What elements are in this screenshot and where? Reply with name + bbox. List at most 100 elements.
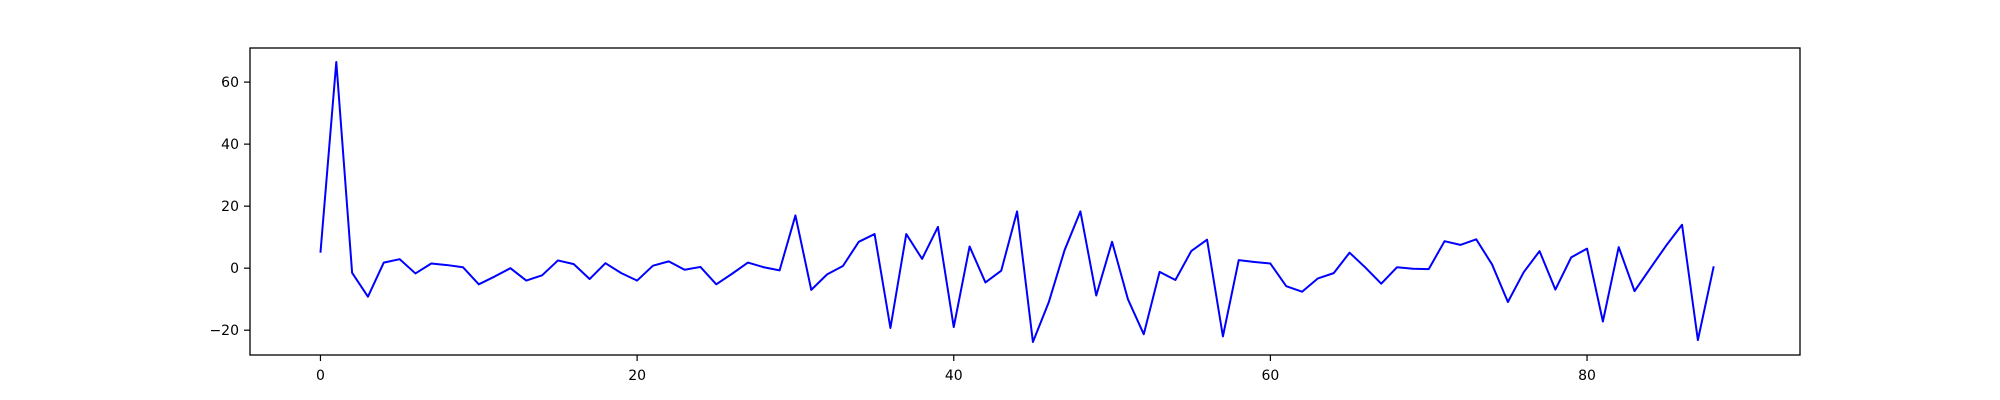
data-point [1064,249,1066,251]
data-point [494,276,496,278]
data-point [1681,224,1683,226]
data-point [636,280,638,282]
data-point [1602,321,1604,323]
data-point [1570,256,1572,258]
data-point [1634,290,1636,292]
x-tick-label: 60 [1261,368,1279,384]
y-tick-label: −20 [209,323,239,339]
x-tick-label: 20 [628,368,646,384]
y-axis-ticks: −20 0 20 40 60 [209,75,250,339]
data-point [969,245,971,247]
data-point [1428,268,1430,270]
data-point [1238,259,1240,261]
data-point [889,327,891,329]
data-point [1364,267,1366,269]
data-point [1174,279,1176,281]
data-point [668,260,670,262]
data-point [1000,270,1002,272]
data-point [1333,272,1335,274]
data-point [383,262,385,264]
data-point [1254,261,1256,263]
data-point [557,259,559,261]
data-point [367,296,369,298]
x-tick-label: 40 [945,368,963,384]
y-tick-label: 20 [221,199,239,215]
data-point [1697,339,1699,341]
data-point [1127,298,1129,300]
data-point [921,258,923,260]
data-point [525,280,527,282]
data-point [1507,301,1509,303]
data-point [1586,248,1588,250]
data-point [1380,283,1382,285]
data-point [1539,250,1541,252]
data-point [573,263,575,265]
data-point [1665,245,1667,247]
data-point [1206,239,1208,241]
data-point [874,233,876,235]
data-point [731,273,733,275]
data-point [842,265,844,267]
x-axis-ticks: 0 20 40 60 80 [316,355,1596,384]
data-point [478,283,480,285]
data-point [984,281,986,283]
data-point [1048,301,1050,303]
data-point [1618,246,1620,248]
data-point [1554,289,1556,291]
data-point [1016,210,1018,212]
data-point [1079,210,1081,212]
data-point [763,266,765,268]
data-point [1713,265,1715,267]
data-point [1032,341,1034,343]
data-point [1317,277,1319,279]
data-point [509,267,511,269]
data-point [826,273,828,275]
y-tick-label: 60 [221,75,239,91]
data-point [1269,263,1271,265]
data-point [1301,291,1303,293]
data-point [399,258,401,260]
data-point [1523,271,1525,273]
y-tick-label: 40 [221,137,239,153]
data-point [1190,250,1192,252]
data-point [1412,268,1414,270]
data-point [1459,244,1461,246]
data-point [1222,335,1224,337]
data-point [1649,267,1651,269]
data-point [351,272,353,274]
axes-frame [249,47,1801,356]
x-tick-label: 0 [316,368,325,384]
data-point [414,272,416,274]
data-point [589,278,591,280]
data-point [1444,240,1446,242]
data-point [715,283,717,285]
data-point [937,226,939,228]
data-point [1111,241,1113,243]
data-point [905,233,907,235]
data-point [604,262,606,264]
y-tick-label: 0 [230,261,239,277]
data-point [1491,263,1493,265]
data-point [1285,285,1287,287]
data-point [779,269,781,271]
data-point [430,263,432,265]
data-point [652,265,654,267]
data-point [1349,252,1351,254]
series-line-0 [319,60,1715,343]
data-point [858,241,860,243]
data-point [541,274,543,276]
data-point [794,214,796,216]
data-point [953,326,955,328]
data-point [684,269,686,271]
data-point [1143,333,1145,335]
data-point [1095,294,1097,296]
data-point [1396,266,1398,268]
plot-area [319,60,1715,343]
data-point [335,61,337,63]
data-point [699,266,701,268]
data-point [462,266,464,268]
x-tick-label: 80 [1578,368,1596,384]
data-point [319,252,321,254]
